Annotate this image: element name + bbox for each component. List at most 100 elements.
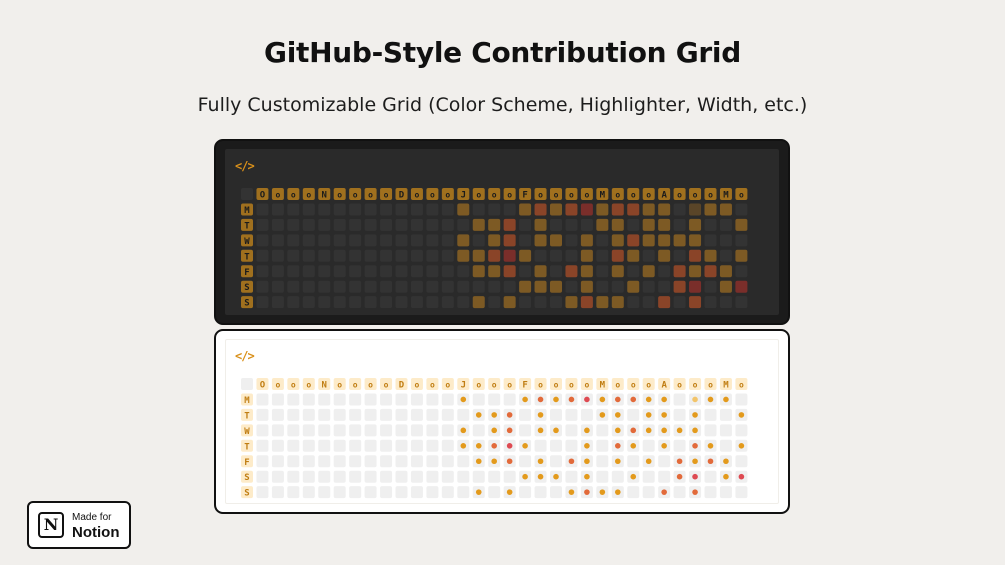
month-header-cell <box>472 378 485 390</box>
contribution-cell <box>426 265 439 278</box>
contribution-cell <box>271 203 284 216</box>
contribution-dot <box>522 443 528 449</box>
month-header-label: o <box>384 191 389 200</box>
contribution-cell <box>364 234 377 247</box>
contribution-dot <box>584 427 590 434</box>
contribution-cell <box>642 265 655 278</box>
month-header-cell <box>642 378 655 390</box>
contribution-cell <box>380 249 393 262</box>
contribution-cell <box>441 393 454 406</box>
contribution-cell <box>550 249 562 262</box>
contribution-dot <box>491 412 498 418</box>
month-header-cell <box>503 378 516 390</box>
month-header-cell <box>627 378 640 390</box>
contribution-cell <box>318 296 331 309</box>
contribution-cell <box>395 439 408 452</box>
contribution-dot <box>723 458 729 465</box>
contribution-cell <box>503 296 516 309</box>
contribution-cell <box>333 249 346 262</box>
month-header-cell <box>565 188 578 200</box>
day-label-cell <box>241 408 253 421</box>
contribution-cell <box>380 296 393 309</box>
made-for-notion-badge[interactable]: N Made for Notion <box>27 501 131 549</box>
contribution-cell <box>642 249 655 262</box>
contribution-dot <box>676 458 683 465</box>
contribution-cell <box>410 296 423 309</box>
contribution-dot <box>630 396 637 403</box>
contribution-cell <box>519 424 532 437</box>
contribution-cell <box>318 408 331 421</box>
contribution-dot <box>491 443 498 449</box>
contribution-cell <box>364 439 377 452</box>
month-header-label: o <box>507 381 512 390</box>
contribution-cell <box>519 234 532 247</box>
contribution-cell <box>457 280 470 293</box>
contribution-cell <box>349 439 362 452</box>
month-header-cell <box>658 378 671 390</box>
contribution-cell <box>488 280 501 293</box>
contribution-cell <box>472 203 485 216</box>
contribution-cell <box>256 455 269 468</box>
month-header-cell <box>380 188 393 200</box>
contribution-cell <box>410 408 423 421</box>
contribution-dot <box>707 396 714 403</box>
notion-brand-label: Notion <box>72 524 120 541</box>
contribution-cell <box>534 296 547 309</box>
day-label: T <box>244 252 250 262</box>
month-header-label: o <box>353 191 358 200</box>
month-header-label: o <box>569 191 574 200</box>
code-embed-icon[interactable]: </> <box>235 159 255 173</box>
contribution-cell <box>395 455 408 468</box>
month-header-cell <box>550 188 562 200</box>
contribution-dot <box>615 412 621 418</box>
contribution-cell <box>302 393 315 406</box>
contribution-dot <box>723 473 729 480</box>
contribution-dot <box>475 458 482 465</box>
contribution-cell <box>735 486 748 499</box>
month-header-label: O <box>260 191 266 201</box>
page-title: GitHub-Style Contribution Grid <box>264 36 741 69</box>
month-header-cell <box>256 188 269 200</box>
month-header-cell <box>673 188 686 200</box>
contribution-cell <box>550 280 562 293</box>
contribution-cell <box>333 218 346 231</box>
contribution-cell <box>395 280 408 293</box>
month-header-cell <box>719 188 732 200</box>
day-label: S <box>244 489 249 499</box>
contribution-cell <box>704 265 717 278</box>
contribution-cell <box>256 439 269 452</box>
contribution-cell <box>519 486 532 499</box>
month-header-label: o <box>554 191 559 200</box>
month-header-label: o <box>554 381 559 390</box>
month-header-cell <box>565 378 578 390</box>
contribution-dot <box>522 473 528 480</box>
contribution-cell <box>395 203 408 216</box>
contribution-cell <box>256 234 269 247</box>
contribution-cell <box>287 280 300 293</box>
contribution-cell <box>565 234 578 247</box>
month-header-label: A <box>661 191 667 201</box>
contribution-cell <box>550 265 562 278</box>
contribution-cell <box>441 439 454 452</box>
contribution-cell <box>410 439 423 452</box>
contribution-dot <box>615 489 621 495</box>
day-label-cell <box>241 455 253 468</box>
contribution-cell <box>364 203 377 216</box>
contribution-dot <box>630 443 637 449</box>
month-header-cell <box>580 188 593 200</box>
contribution-cell <box>395 393 408 406</box>
month-header-cell <box>271 188 284 200</box>
contribution-cell <box>658 203 671 216</box>
contribution-cell <box>287 439 300 452</box>
month-header-cell <box>534 188 547 200</box>
contribution-cell <box>503 234 516 247</box>
month-header-cell <box>364 188 377 200</box>
contribution-cell <box>704 249 717 262</box>
contribution-cell <box>472 265 485 278</box>
contribution-cell <box>472 249 485 262</box>
contribution-cell <box>596 455 609 468</box>
contribution-cell <box>673 234 686 247</box>
contribution-dot <box>584 443 590 449</box>
month-header-label: o <box>492 381 497 390</box>
code-embed-icon[interactable]: </> <box>235 349 255 363</box>
